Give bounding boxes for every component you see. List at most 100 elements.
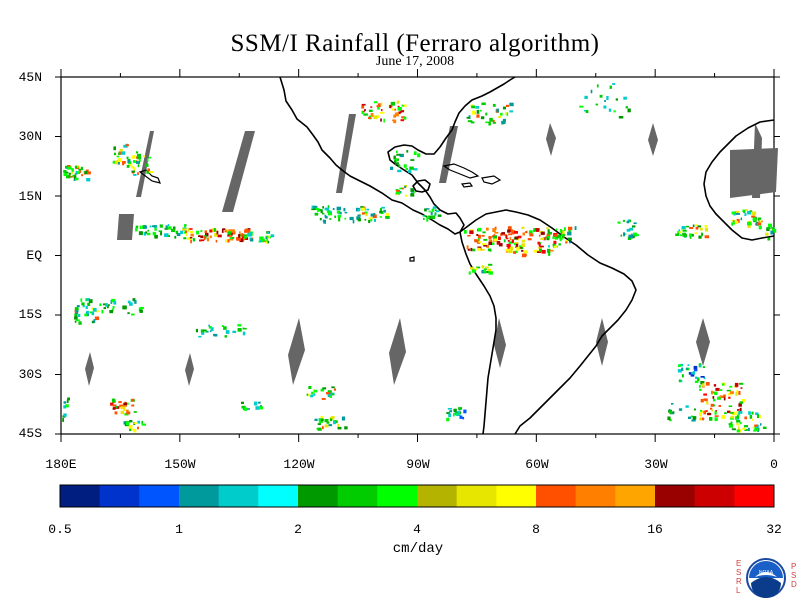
rain-cell [133,411,137,413]
rain-cell [174,235,177,239]
rain-cell [336,206,341,211]
rain-cell [330,392,335,396]
rain-cell [559,238,562,242]
rain-cell [208,324,210,327]
rain-cell [314,389,318,393]
rain-cell [67,397,70,401]
rain-cell [167,226,172,230]
rain-cell [476,109,480,114]
rain-cell [413,151,417,155]
rain-cell [370,213,375,217]
rain-cell [739,422,742,425]
rain-cell [385,216,390,219]
rain-cell [504,111,507,115]
rain-cell [138,231,143,236]
rain-cell [705,410,708,412]
rain-cell [699,227,703,231]
rain-cell [88,299,93,304]
rain-cell [770,230,774,235]
rain-cell [74,165,78,169]
rain-cell [372,214,377,219]
rain-cell [247,408,250,410]
rain-cell [714,415,719,417]
rain-cell [314,212,319,216]
rain-cell [333,420,338,422]
rain-cell [680,234,682,237]
rain-cell [201,332,205,335]
rain-cell [488,271,493,275]
rain-cell [700,376,705,378]
rain-cell [186,237,192,240]
rain-cell [119,148,123,152]
rain-cell [426,217,429,222]
rain-cell [453,413,455,417]
rain-cell [112,404,117,407]
rain-cell [731,428,736,431]
rain-cell [124,401,127,404]
rain-cell [502,106,506,110]
rain-cell [324,216,328,219]
rain-cell [133,167,136,171]
rain-cell [744,416,747,420]
galapagos-coast [409,256,415,262]
rain-cell [199,239,202,242]
rain-cell [723,396,726,401]
swath [185,353,194,386]
rain-cell [509,229,514,232]
rain-cell [374,218,376,222]
rain-cell [398,111,402,113]
rain-cell [313,393,316,396]
colorbar-label: 32 [766,522,782,537]
rain-cell [76,309,79,313]
rain-cell [78,313,81,317]
rain-cell [395,191,401,194]
rain-cell [623,96,627,100]
rain-cell [245,229,249,232]
rain-cell [699,364,702,368]
rain-cell [398,164,401,168]
rain-cell [728,396,731,399]
rain-cell [399,187,403,190]
rain-cell [333,388,336,391]
rain-cell [704,227,709,232]
rain-cell [132,298,136,302]
rain-cell [229,235,232,238]
rain-cell [113,300,117,305]
rain-cell [86,171,91,175]
rain-cell [760,423,762,426]
rain-cell [449,410,453,413]
rain-cell [700,381,705,385]
swath [596,318,608,366]
rain-cell [158,230,163,233]
rain-cell [105,303,108,307]
rain-cell [366,208,369,211]
rain-cell [189,237,193,239]
rain-cell [311,208,316,211]
rain-cell [472,110,476,115]
rain-cell [120,410,124,415]
rain-cell [103,303,106,306]
rain-cell [758,225,762,230]
rain-cell [520,246,523,249]
rain-cell [190,230,193,234]
rain-cell [715,387,720,391]
rain-cell [117,158,122,162]
rain-cell [502,118,506,123]
rain-cell [752,217,756,221]
rain-cell [75,177,79,181]
rain-cell [703,377,706,380]
swath [288,318,305,385]
rain-cell [719,389,723,391]
rain-cell [147,168,150,172]
rain-cell [671,403,674,405]
rain-cell [310,394,314,398]
rain-cell [729,412,734,414]
rain-cell [385,213,389,217]
rain-cell [127,158,131,161]
rain-cell [698,385,701,388]
rain-cell [314,418,318,421]
rain-cell [618,116,624,119]
rain-cell [629,227,634,231]
rain-cell [214,232,218,237]
rain-cell [122,162,125,166]
